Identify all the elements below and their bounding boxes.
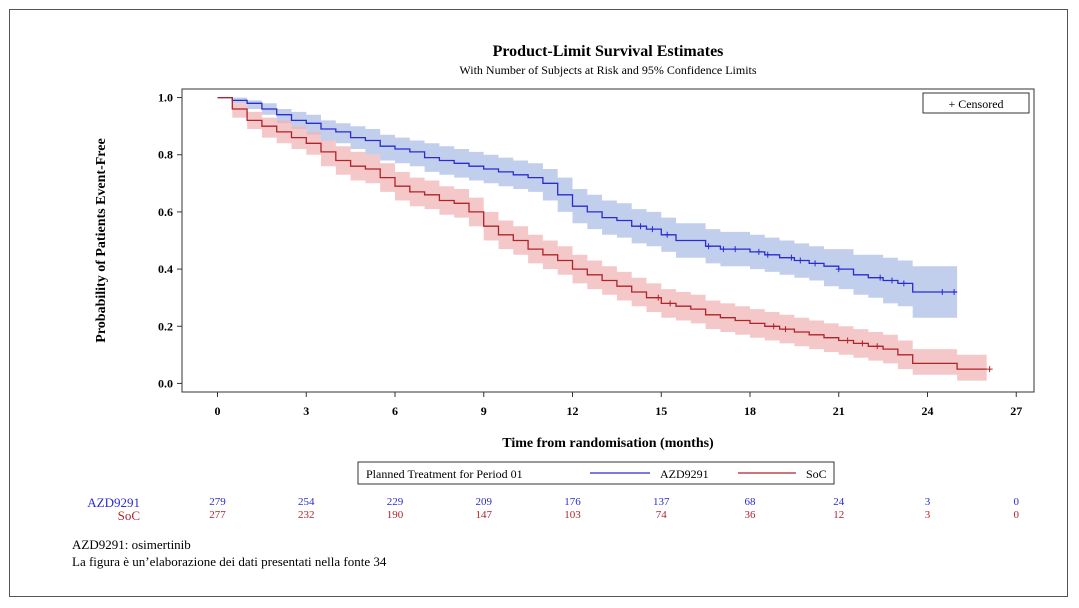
censor-mark-soc: [874, 343, 881, 350]
at-risk-label-soc: SoC: [117, 508, 140, 523]
x-tick-label: 9: [481, 404, 487, 418]
censor-mark-soc: [986, 366, 993, 373]
at-risk-count: 0: [1013, 496, 1020, 508]
censor-mark-azd9291: [939, 288, 946, 295]
x-tick-label: 27: [1010, 404, 1022, 418]
at-risk-count: 24: [833, 496, 845, 508]
legend-label-soc: SoC: [806, 467, 827, 481]
figure-frame: Product-Limit Survival Estimates With Num…: [9, 9, 1068, 597]
censor-mark-azd9291: [877, 274, 884, 281]
x-tick-label: 6: [392, 404, 398, 418]
y-tick-label: 0.6: [158, 205, 173, 219]
at-risk-count: 12: [833, 509, 845, 521]
x-axis-label: Time from randomisation (months): [502, 436, 714, 451]
at-risk-count: 3: [924, 509, 931, 521]
censor-mark-soc: [667, 300, 674, 307]
footnote-source: La figura è un’elaborazione dei dati pre…: [72, 554, 387, 569]
censor-mark-azd9291: [637, 223, 644, 230]
x-tick-label: 0: [215, 404, 221, 418]
censor-mark-soc: [655, 294, 662, 301]
at-risk-count: 279: [209, 496, 226, 508]
legend-label-azd9291: AZD9291: [660, 467, 709, 481]
censor-mark-azd9291: [732, 246, 739, 253]
censor-mark-azd9291: [664, 231, 671, 238]
at-risk-count: 3: [924, 496, 931, 508]
censor-mark-azd9291: [889, 277, 895, 284]
at-risk-count: 209: [475, 496, 493, 508]
y-tick-label: 0.0: [158, 376, 173, 390]
censor-mark-azd9291: [720, 246, 727, 253]
censor-mark-azd9291: [812, 260, 819, 267]
censor-mark-azd9291: [797, 257, 804, 264]
censor-mark-azd9291: [788, 254, 795, 261]
at-risk-count: 68: [744, 496, 756, 508]
censored-legend: + Censored: [948, 97, 1003, 111]
km-chart: Product-Limit Survival Estimates With Num…: [94, 43, 1035, 485]
y-axis-label: Probability of Patients Event-Free: [94, 138, 109, 342]
censor-mark-azd9291: [835, 266, 842, 273]
censor-mark-soc: [782, 326, 789, 333]
x-tick-label: 12: [567, 404, 579, 418]
survival-line-soc: [217, 96, 987, 370]
x-tick-label: 21: [833, 404, 845, 418]
y-tick-label: 0.8: [158, 148, 173, 162]
censor-mark-azd9291: [649, 226, 656, 233]
at-risk-count: 74: [655, 509, 667, 521]
censor-mark-azd9291: [705, 243, 712, 250]
censored-legend-box: [922, 92, 1030, 114]
x-tick-label: 18: [744, 404, 756, 418]
censor-mark-azd9291: [764, 251, 771, 258]
x-tick-label: 15: [655, 404, 667, 418]
censor-mark-soc: [859, 340, 866, 347]
at-risk-count: 277: [209, 509, 226, 521]
y-tick-label: 0.2: [158, 319, 173, 333]
censor-mark-soc: [770, 323, 777, 330]
at-risk-count: 137: [653, 496, 670, 508]
at-risk-count: 147: [475, 509, 493, 521]
x-tick-label: 24: [922, 404, 934, 418]
footnote-drug: AZD9291: osimertinib: [72, 537, 191, 552]
at-risk-count: 232: [298, 509, 315, 521]
censor-mark-azd9291: [755, 248, 762, 255]
chart-subtitle: With Number of Subjects at Risk and 95% …: [459, 63, 756, 77]
y-tick-label: 1.0: [158, 91, 173, 105]
chart-title: Product-Limit Survival Estimates: [493, 43, 724, 60]
at-risk-count: 0: [1013, 509, 1020, 521]
at-risk-count: 229: [386, 496, 404, 508]
at-risk-count: 190: [386, 509, 404, 521]
at-risk-label-azd9291: AZD9291: [87, 495, 140, 510]
at-risk-count: 254: [298, 496, 315, 508]
x-tick-label: 3: [303, 404, 309, 418]
censor-mark-soc: [844, 337, 851, 344]
legend-title: Planned Treatment for Period 01: [366, 467, 523, 481]
censor-mark-azd9291: [951, 288, 958, 295]
at-risk-count: 36: [744, 509, 756, 521]
y-tick-label: 0.4: [158, 262, 173, 276]
censor-mark-azd9291: [900, 280, 907, 287]
confidence-band-soc: [217, 97, 987, 381]
at-risk-count: 103: [564, 509, 581, 521]
plot-area: [181, 88, 1035, 393]
at-risk-count: 176: [564, 496, 581, 508]
